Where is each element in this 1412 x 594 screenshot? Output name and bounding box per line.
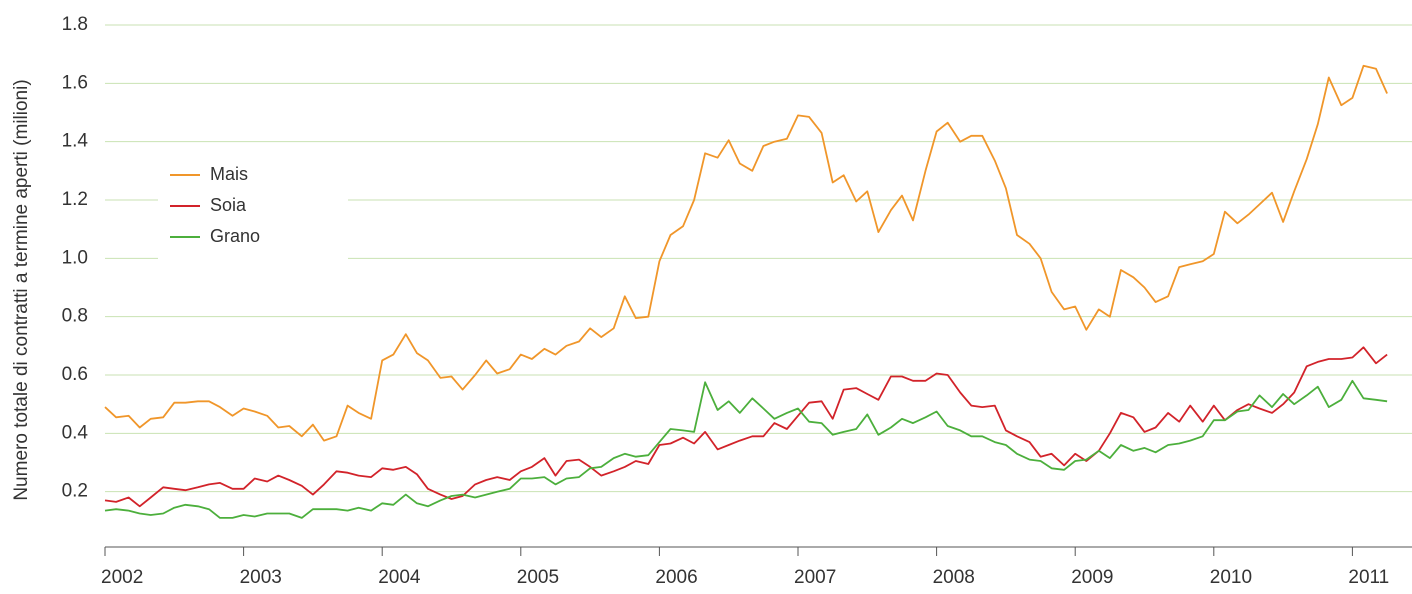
x-tick-label: 2010 (1210, 567, 1252, 588)
y-tick-label: 0.4 (62, 422, 89, 443)
x-tick-label: 2006 (655, 567, 697, 588)
y-tick-label: 1.8 (62, 14, 88, 35)
y-tick-label: 1.2 (62, 189, 88, 210)
line-series (104, 64, 1388, 442)
x-tick-label: 2011 (1348, 567, 1389, 588)
y-tick-label: 0.2 (62, 481, 88, 502)
y-tick-label: 0.8 (62, 306, 88, 327)
x-tick-label: 2007 (794, 567, 836, 588)
x-tick-label: 2002 (101, 567, 143, 588)
legend-label: Grano (210, 226, 260, 246)
y-tick-label: 1.4 (62, 131, 89, 152)
line-series (104, 379, 1388, 519)
x-tick-label: 2009 (1071, 567, 1113, 588)
legend-label: Mais (210, 164, 248, 184)
legend-label: Soia (210, 195, 247, 215)
x-tick-label: 2004 (378, 567, 421, 588)
y-tick-label: 1.0 (62, 247, 88, 268)
y-tick-label: 0.6 (62, 364, 88, 385)
y-tick-label: 1.6 (62, 72, 88, 93)
x-tick-label: 2005 (517, 567, 559, 588)
line-series (104, 346, 1388, 508)
y-axis-label: Numero totale di contratti a termine ape… (11, 79, 32, 500)
x-tick-label: 2008 (933, 567, 975, 588)
x-tick-label: 2003 (240, 567, 282, 588)
